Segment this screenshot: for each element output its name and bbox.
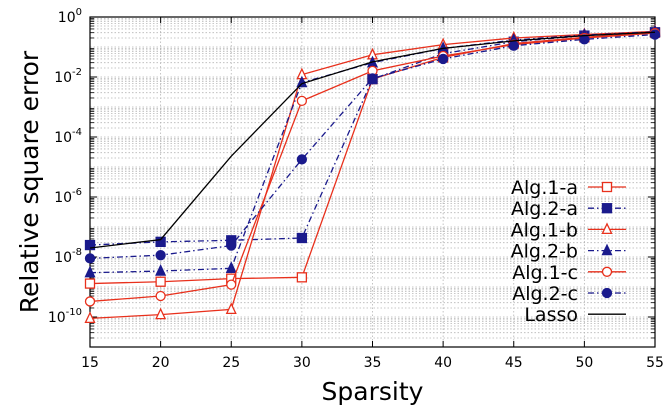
series-layer: [84, 24, 661, 324]
legend-label: Alg.2-c: [512, 283, 578, 305]
legend-label: Alg.1-c: [512, 262, 578, 284]
data-point-circle: [649, 29, 661, 40]
y-tick-label-base: 10: [54, 250, 72, 266]
data-point-circle: [367, 73, 378, 84]
x-tick-label: 55: [646, 355, 664, 371]
axis-ticks: 15 20 25 30 35 40 45 50 5510010-210-410-610-810-…: [48, 7, 664, 371]
series-alg-2-c: [84, 29, 661, 264]
data-point-triangle: [296, 75, 308, 88]
series-line: [89, 31, 656, 249]
data-point-circle: [437, 53, 449, 65]
y-tick-label: 10-6: [54, 187, 82, 206]
y-tick-label-exponent: -8: [72, 247, 82, 258]
data-point-triangle: [84, 265, 96, 278]
data-point-circle: [296, 154, 308, 165]
data-point-circle: [226, 279, 237, 290]
data-point-square: [84, 239, 96, 251]
y-tick-label-exponent: -2: [72, 67, 82, 78]
x-tick-label: 30: [293, 355, 311, 371]
x-tick-label: 45: [505, 355, 523, 371]
data-point-circle: [84, 253, 96, 264]
legend-label: Alg.2-a: [511, 198, 578, 220]
data-point-triangle: [84, 311, 96, 324]
x-tick-label: 50: [575, 355, 593, 371]
data-point-triangle: [601, 222, 613, 235]
data-point-square: [296, 232, 308, 244]
series-lasso: [89, 31, 656, 249]
legend-label: Lasso: [524, 304, 578, 326]
y-tick-label-base: 10: [54, 190, 72, 206]
y-tick-label-base: 10: [58, 10, 76, 26]
data-point-circle: [226, 240, 237, 251]
data-point-circle: [296, 95, 308, 107]
data-point-circle: [84, 296, 96, 307]
x-tick-label: 25: [222, 355, 240, 371]
y-tick-label-exponent: 0: [76, 7, 82, 18]
y-tick-label-base: 10: [54, 130, 72, 146]
legend-label: Alg.2-b: [511, 241, 578, 263]
y-tick-label: 100: [58, 7, 82, 26]
x-tick-label: 15: [81, 355, 99, 371]
y-tick-label-base: 10: [48, 310, 66, 326]
x-tick-label: 35: [364, 355, 382, 371]
data-point-square: [155, 236, 166, 247]
legend: Alg.1-aAlg.2-aAlg.1-bAlg.2-bAlg.1-cAlg.2…: [511, 177, 626, 326]
data-point-triangle: [601, 243, 613, 256]
data-point-circle: [601, 287, 613, 299]
x-tick-label: 20: [152, 355, 170, 371]
legend-label: Alg.1-b: [511, 219, 578, 241]
data-point-square: [296, 272, 308, 283]
y-tick-label: 10-8: [54, 247, 82, 266]
legend-label: Alg.1-a: [511, 177, 578, 199]
y-tick-label-base: 10: [54, 70, 72, 86]
data-point-triangle: [225, 302, 237, 314]
data-point-circle: [579, 34, 590, 45]
data-point-square: [155, 276, 166, 287]
y-tick-label-exponent: -6: [72, 187, 82, 198]
data-point-square: [84, 278, 96, 289]
data-point-circle: [508, 40, 519, 51]
data-point-triangle: [155, 264, 167, 276]
y-tick-label-exponent: -10: [66, 307, 82, 318]
y-tick-label-exponent: -4: [72, 127, 82, 138]
y-axis-label: Relative square error: [15, 50, 44, 313]
data-point-square: [601, 203, 613, 214]
x-axis-label: Sparsity: [322, 377, 424, 406]
x-tick-label: 40: [434, 355, 452, 371]
y-tick-label: 10-10: [48, 307, 82, 326]
y-tick-label: 10-2: [54, 67, 82, 86]
data-point-triangle: [225, 261, 237, 273]
data-point-square: [601, 181, 613, 193]
data-point-circle: [155, 290, 166, 302]
data-point-triangle: [155, 307, 167, 320]
data-point-circle: [601, 266, 613, 277]
data-point-circle: [155, 250, 166, 261]
y-tick-label: 10-4: [54, 127, 82, 146]
